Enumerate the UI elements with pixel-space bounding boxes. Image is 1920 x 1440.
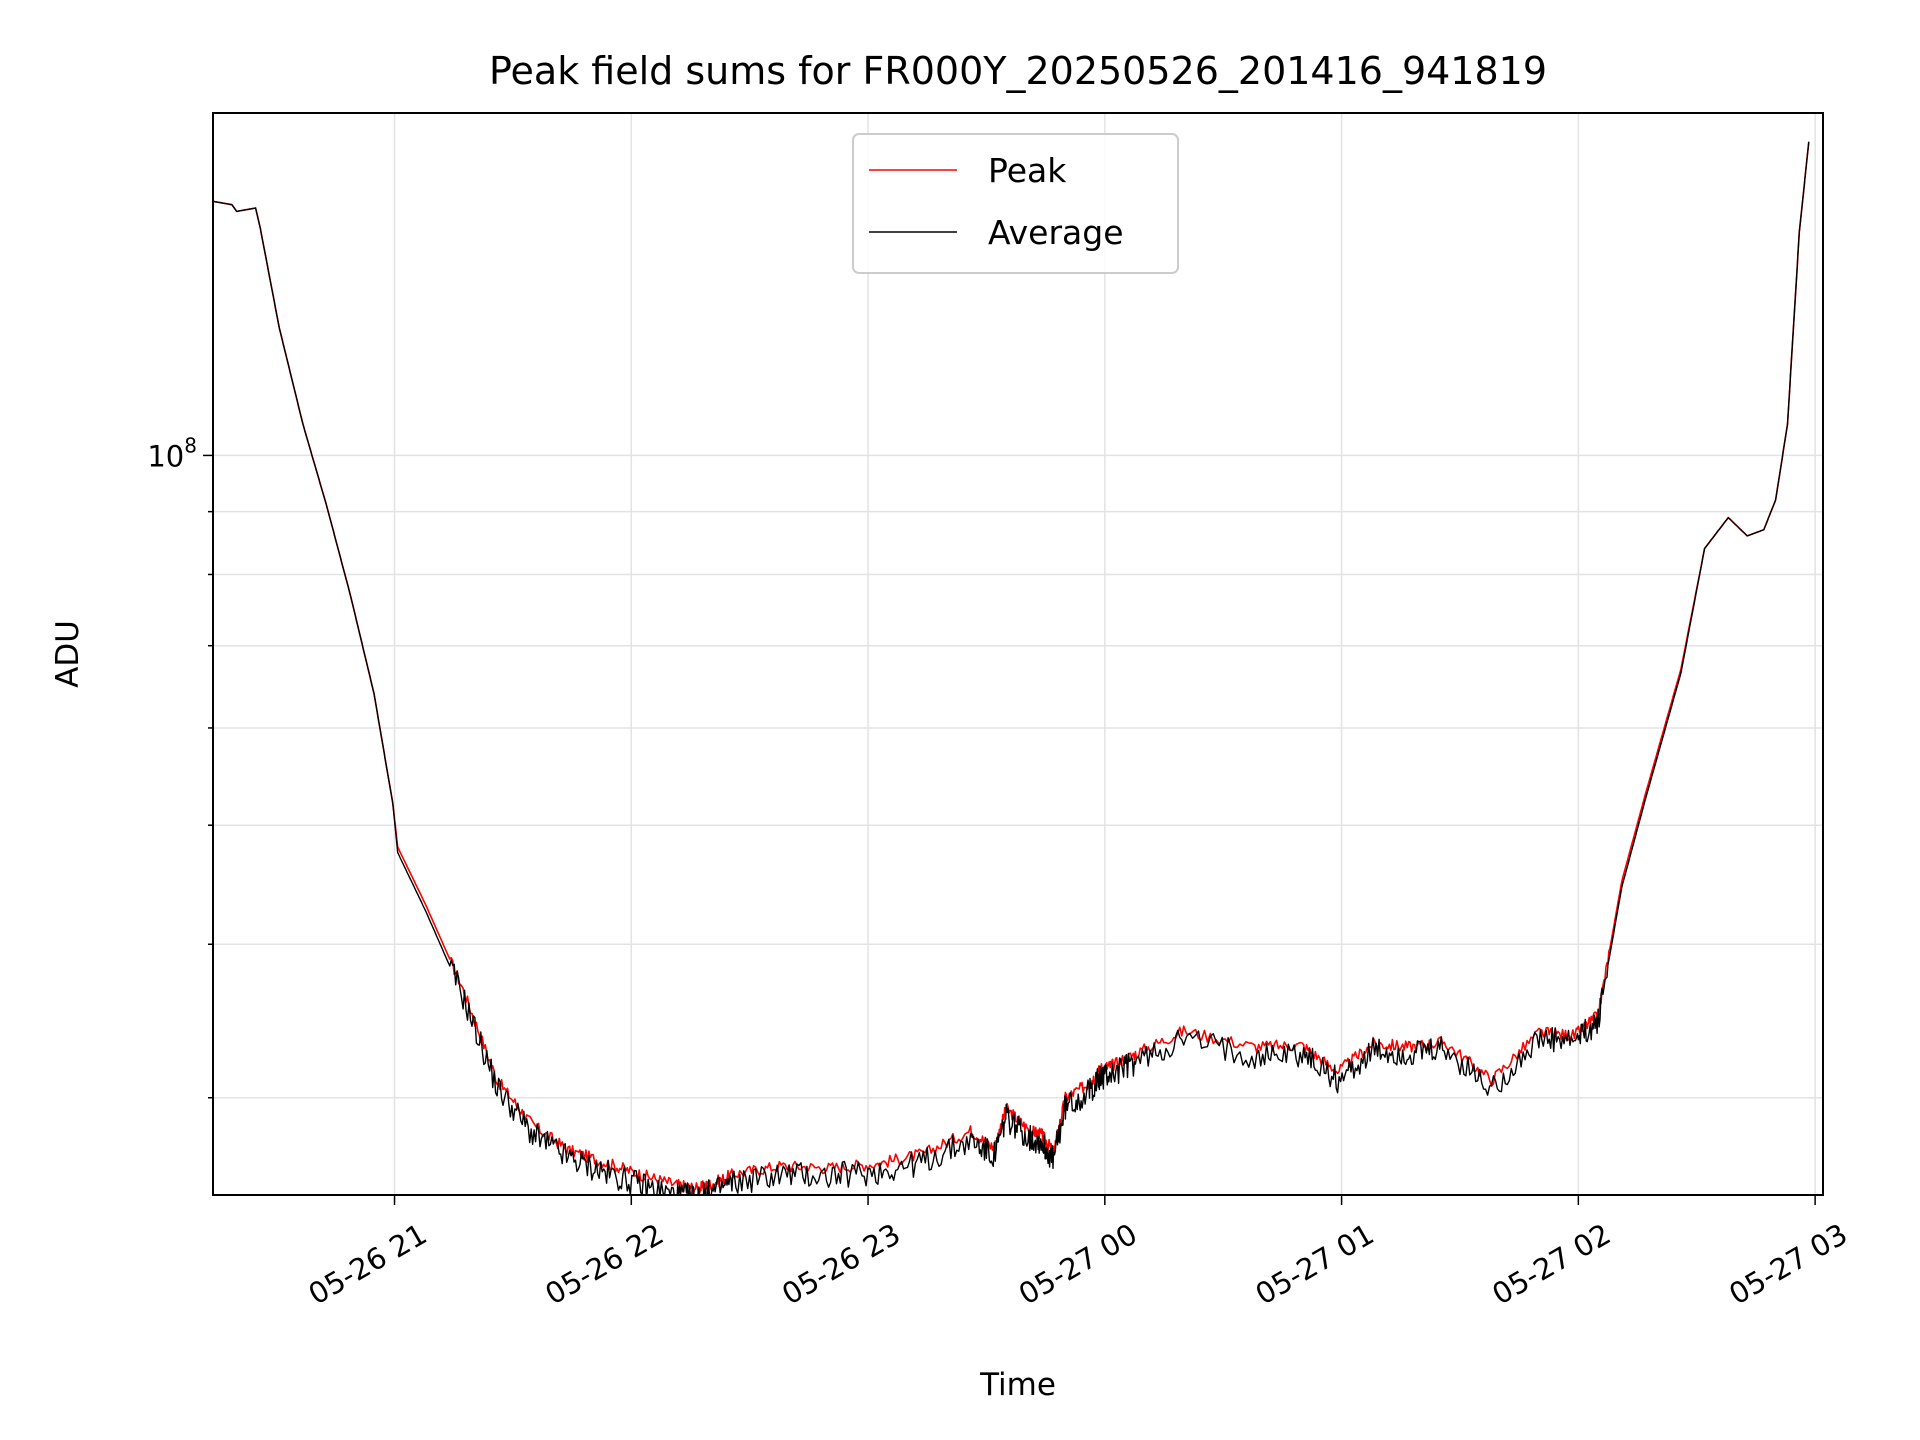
- grid-lines: [213, 113, 1823, 1195]
- y-tick-label: 108: [147, 433, 197, 473]
- legend: Peak Average: [852, 133, 1179, 274]
- legend-box: [852, 133, 1179, 274]
- y-axis-label: ADU: [50, 620, 86, 688]
- series-lines: [213, 141, 1810, 1195]
- chart-title: Peak field sums for FR000Y_20250526_2014…: [489, 49, 1547, 93]
- plot-area-frame: [212, 112, 1824, 1196]
- legend-label-peak: Peak: [988, 151, 1067, 190]
- series-line-average: [213, 141, 1810, 1195]
- legend-label-average: Average: [988, 213, 1124, 252]
- x-axis-label: Time: [979, 1367, 1056, 1403]
